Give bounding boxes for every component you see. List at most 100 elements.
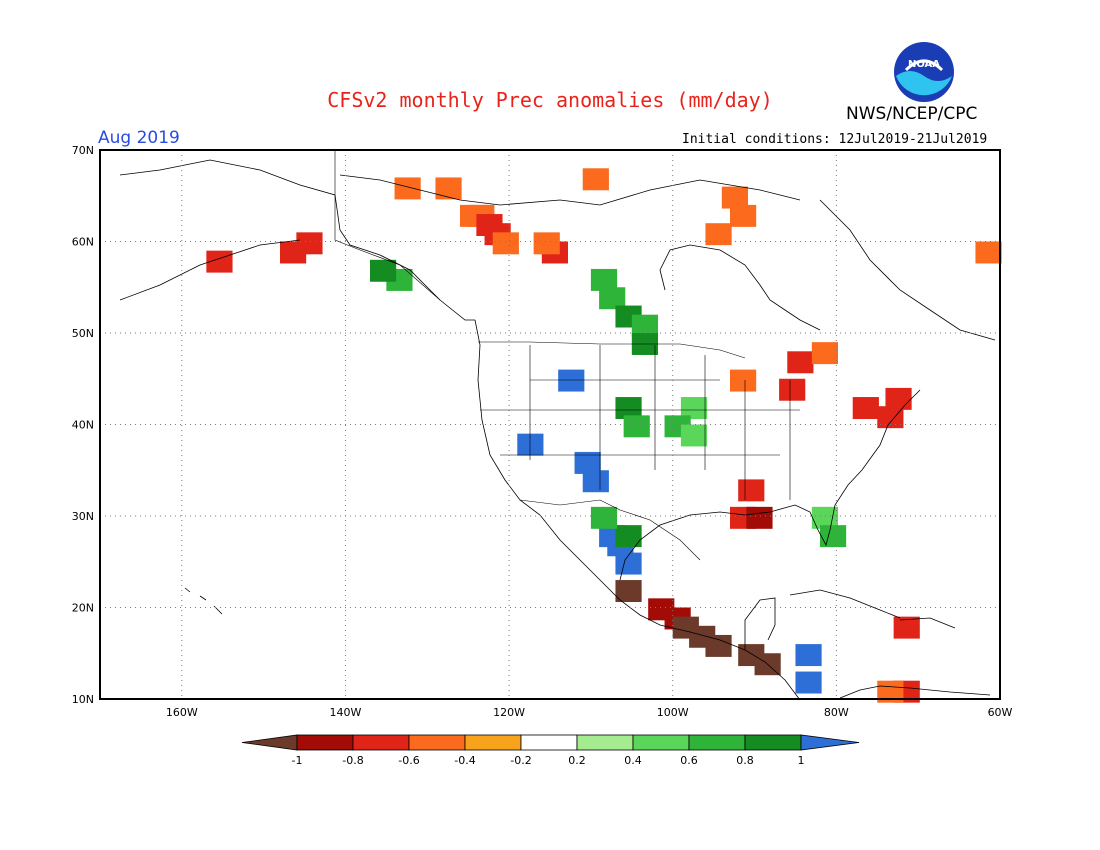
north-america-gulf-coast bbox=[619, 389, 921, 581]
hawaii-islands bbox=[184, 587, 223, 615]
latitude-labels: 10N 20N 30N 40N 50N 60N 70N bbox=[72, 144, 94, 706]
hispaniola-coast bbox=[899, 617, 956, 629]
lon-label: 120W bbox=[493, 706, 525, 719]
map-title: CFSv2 monthly Prec anomalies (mm/day) bbox=[327, 88, 773, 112]
grid-lines bbox=[100, 150, 1000, 699]
cuba-coast bbox=[789, 589, 901, 619]
lat-label: 10N bbox=[72, 693, 94, 706]
lon-label: 80W bbox=[824, 706, 849, 719]
anomaly-cell bbox=[631, 314, 658, 337]
logo-bird bbox=[904, 59, 944, 72]
anomaly-cell bbox=[787, 351, 814, 374]
lon-label: 160W bbox=[166, 706, 198, 719]
anomaly-cell bbox=[705, 634, 732, 657]
anomaly-cell bbox=[795, 644, 822, 667]
anomaly-cell bbox=[730, 204, 757, 227]
colorbar-tick-label: -0.2 bbox=[510, 754, 531, 767]
us-canada-border bbox=[478, 341, 746, 359]
colorbar-low-arrow bbox=[241, 734, 298, 751]
map-frame bbox=[99, 149, 1001, 700]
colorbar-tick-label: 0.4 bbox=[624, 754, 642, 767]
colorbar-tick-label: 1 bbox=[798, 754, 805, 767]
colorbar-tick-label: -0.4 bbox=[454, 754, 475, 767]
anomaly-cell bbox=[852, 397, 879, 420]
anomaly-cell bbox=[558, 369, 585, 392]
colorbar-swatch bbox=[464, 734, 522, 751]
colorbar-tick-label: 0.6 bbox=[680, 754, 698, 767]
canada-arctic-coast bbox=[339, 174, 801, 206]
lon-label: 140W bbox=[330, 706, 362, 719]
anomaly-cell bbox=[779, 378, 806, 401]
anomaly-cell bbox=[893, 616, 920, 639]
anomaly-cell bbox=[623, 415, 650, 438]
anomaly-cell bbox=[435, 177, 462, 200]
anomaly-cell bbox=[738, 479, 765, 502]
colorbar-swatch bbox=[520, 734, 578, 751]
labrador-coast bbox=[819, 199, 996, 341]
state-borders bbox=[334, 150, 800, 561]
anomaly-cell bbox=[811, 342, 838, 365]
anomaly-cell bbox=[615, 580, 642, 603]
south-america-coast bbox=[839, 685, 991, 699]
colorbar-tick-label: -1 bbox=[292, 754, 303, 767]
anomaly-cell bbox=[680, 424, 708, 447]
anomaly-cell bbox=[574, 451, 601, 474]
anomaly-cell bbox=[705, 223, 732, 246]
anomaly-cell bbox=[394, 177, 421, 200]
us-mexico-border bbox=[519, 499, 701, 561]
anomaly-cell bbox=[370, 259, 397, 282]
alaska-canada-border bbox=[334, 150, 441, 301]
colorbar: -1 -0.8 -0.6 -0.4 -0.2 0.2 0.4 0.6 0.8 1 bbox=[241, 734, 860, 767]
anomaly-cell bbox=[615, 552, 642, 575]
forecast-month: Aug 2019 bbox=[98, 128, 180, 148]
anomaly-cell bbox=[590, 506, 618, 529]
colorbar-high-arrow bbox=[800, 734, 860, 751]
colorbar-swatch bbox=[632, 734, 690, 751]
lat-label: 60N bbox=[72, 236, 94, 249]
colorbar-swatch bbox=[352, 734, 410, 751]
logo-wave bbox=[896, 71, 952, 96]
logo-text: NOAA bbox=[908, 59, 940, 70]
hudson-bay bbox=[659, 244, 821, 331]
north-america-west-coast bbox=[474, 319, 801, 701]
colorbar-tick-label: 0.8 bbox=[736, 754, 754, 767]
lat-label: 30N bbox=[72, 510, 94, 523]
colorbar-tick-label: 0.2 bbox=[568, 754, 586, 767]
anomaly-cell bbox=[975, 241, 1002, 264]
anomaly-cell bbox=[795, 671, 822, 694]
colorbar-swatch bbox=[408, 734, 466, 751]
lon-label: 60W bbox=[988, 706, 1013, 719]
colorbar-tick-label: -0.6 bbox=[398, 754, 419, 767]
interior-border-2 bbox=[480, 379, 800, 456]
colorbar-tick-label: -0.8 bbox=[342, 754, 363, 767]
anomaly-cell bbox=[590, 268, 618, 291]
colorbar-swatch bbox=[576, 734, 634, 751]
lon-label: 100W bbox=[657, 706, 689, 719]
anomaly-cell bbox=[517, 433, 544, 456]
anomaly-cell bbox=[280, 241, 307, 264]
anomaly-cell bbox=[615, 525, 642, 548]
interior-border-1 bbox=[529, 345, 791, 500]
anomaly-cell bbox=[615, 397, 642, 420]
anomaly-cell bbox=[533, 232, 560, 255]
anomaly-cell bbox=[746, 506, 773, 529]
colorbar-swatch bbox=[688, 734, 746, 751]
colorbar-swatch bbox=[296, 734, 354, 751]
lat-label: 50N bbox=[72, 327, 94, 340]
yucatan-coast bbox=[744, 597, 776, 650]
anomaly-cell bbox=[582, 168, 609, 191]
lat-label: 40N bbox=[72, 419, 94, 432]
anomaly-cells bbox=[206, 168, 1002, 703]
anomaly-cell bbox=[492, 232, 519, 255]
anomaly-cell bbox=[680, 397, 708, 420]
anomaly-cell bbox=[730, 369, 757, 392]
colorbar-swatch bbox=[744, 734, 802, 751]
alaska-peninsula bbox=[119, 239, 301, 301]
noaa-logo: NOAA bbox=[894, 42, 954, 102]
lat-label: 70N bbox=[72, 144, 94, 157]
anomaly-cell bbox=[721, 186, 748, 209]
longitude-labels: 160W 140W 120W 100W 80W 60W bbox=[166, 706, 1013, 719]
lat-label: 20N bbox=[72, 602, 94, 615]
anomaly-cell bbox=[599, 287, 626, 310]
